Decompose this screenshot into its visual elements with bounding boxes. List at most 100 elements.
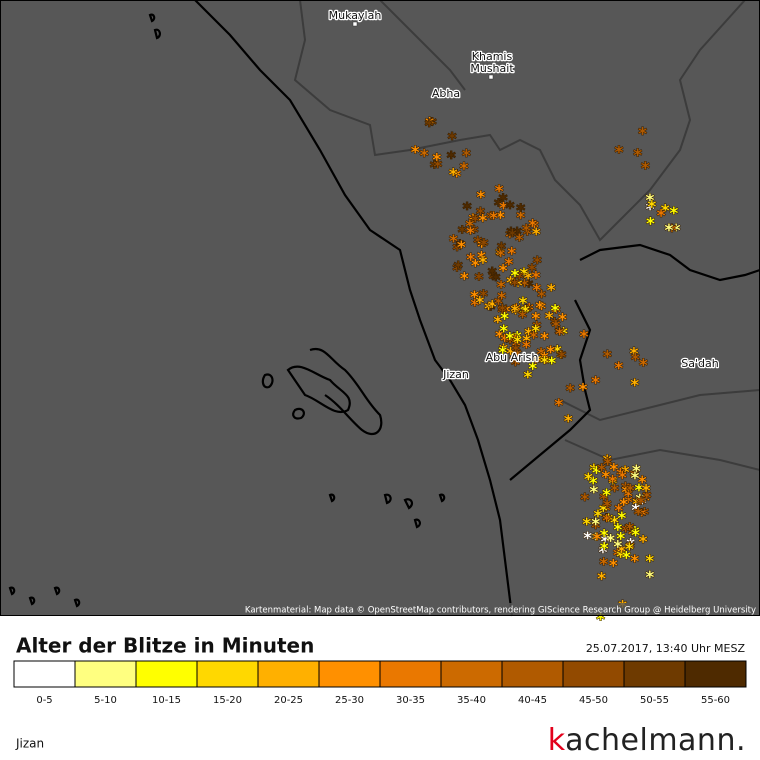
lightning-strike: * [555, 324, 564, 344]
lightning-strike: * [633, 495, 642, 515]
lightning-strike: * [616, 530, 625, 550]
legend-label: 35-40 [457, 695, 486, 706]
lightning-strike: * [531, 309, 540, 329]
lightning-strike: * [596, 610, 605, 630]
lightning-strike: * [512, 301, 521, 321]
lightning-strike: * [589, 474, 598, 494]
lightning-strike: * [589, 461, 598, 481]
lightning-strike: * [528, 360, 537, 380]
lightning-strike: * [532, 281, 541, 301]
lightning-strike: * [614, 359, 623, 379]
lightning-strike: * [547, 281, 556, 301]
lightning-strike: * [639, 532, 648, 552]
lightning-strike: * [475, 294, 484, 314]
lightning-strike: * [523, 225, 532, 245]
lightning-strike: * [603, 455, 612, 475]
lightning-strike: * [633, 146, 642, 166]
lightning-strike: * [430, 158, 439, 178]
lightning-strike: * [505, 329, 514, 349]
lightning-strike: * [630, 524, 639, 544]
lightning-strike: * [657, 207, 666, 227]
legend-label: 40-45 [518, 695, 547, 706]
lightning-strike: * [591, 515, 600, 535]
lightning-strike: * [512, 337, 521, 357]
lightning-strike: * [625, 540, 634, 560]
lightning-strike: * [513, 333, 522, 353]
lightning-strike: * [530, 218, 539, 238]
lightning-strike: * [513, 329, 522, 349]
map-background [0, 0, 760, 616]
lightning-strike: * [474, 270, 483, 290]
lightning-strike: * [625, 539, 634, 559]
lightning-strike: * [638, 494, 647, 514]
lightning-strike: * [479, 254, 488, 274]
lightning-strike: * [638, 125, 647, 145]
lightning-strike: * [638, 473, 647, 493]
legend-swatch [440, 660, 503, 688]
lightning-strike: * [613, 521, 622, 541]
lightning-strike: * [504, 255, 513, 275]
lightning-strike: * [510, 267, 519, 287]
lightning-strike: * [617, 542, 626, 562]
lightning-strike: * [533, 254, 542, 274]
lightning-strike: * [452, 167, 461, 187]
lightning-strike: * [621, 522, 630, 542]
lightning-strike: * [630, 552, 639, 572]
lightning-strike: * [603, 347, 612, 367]
lightning-strike: * [613, 538, 622, 558]
lightning-strike: * [601, 468, 610, 488]
lightning-strike: * [540, 349, 549, 369]
lightning-strike: * [630, 376, 639, 396]
legend-swatch [501, 660, 564, 688]
place-label: Jizan [442, 368, 469, 381]
lightning-strike: * [617, 509, 626, 529]
lightning-strike: * [603, 452, 612, 472]
lightning-strike: * [603, 497, 612, 517]
lightning-strike: * [470, 223, 479, 243]
location: Jizan [15, 737, 44, 751]
lightning-strike: * [602, 486, 611, 506]
lightning-strike: * [634, 505, 643, 525]
lightning-strike: * [551, 302, 560, 322]
legend-swatch [562, 660, 625, 688]
lightning-strike: * [632, 495, 641, 515]
lightning-strike: * [494, 196, 503, 216]
lightning-strike: * [420, 147, 429, 167]
lightning-strike: * [599, 555, 608, 575]
place-label: Khamis [472, 50, 513, 63]
lightning-strike: * [598, 543, 607, 563]
lightning-strike: * [618, 468, 627, 488]
legend-label: 30-35 [396, 695, 425, 706]
lightning-strike: * [609, 460, 618, 480]
lightning-strike: * [616, 465, 625, 485]
lightning-strike: * [496, 208, 505, 228]
lightning-strike: * [592, 530, 601, 550]
lightning-strike: * [455, 237, 464, 257]
lightning-strike: * [591, 515, 600, 535]
lightning-strike: * [583, 529, 592, 549]
lightning-strike: * [540, 329, 549, 349]
lightning-strike: * [484, 299, 493, 319]
lightning-strike: * [602, 511, 611, 531]
lightning-strike: * [457, 238, 466, 258]
lightning-strike: * [497, 278, 506, 298]
lightning-strike: * [531, 268, 540, 288]
lightning-strike: * [672, 221, 681, 241]
lightning-strike: * [553, 342, 562, 362]
lightning-strike: * [631, 526, 640, 546]
lightning-strike: * [479, 287, 488, 307]
lightning-strike: * [532, 225, 541, 245]
lightning-strike: * [602, 511, 611, 531]
lightning-strike: * [640, 505, 649, 525]
lightning-strike: * [621, 483, 630, 503]
lightning-strike: * [500, 309, 509, 329]
attribution: Kartenmaterial: Map data © OpenStreetMap… [245, 606, 756, 616]
lightning-strike: * [506, 333, 515, 353]
legend-label: 50-55 [640, 695, 669, 706]
legend-label: 25-30 [335, 695, 364, 706]
lightning-strike: * [580, 491, 589, 511]
lightning-strike: * [463, 199, 472, 219]
lightning-strike: * [518, 308, 527, 328]
lightning-strike: * [636, 494, 645, 514]
lightning-strike: * [458, 223, 467, 243]
